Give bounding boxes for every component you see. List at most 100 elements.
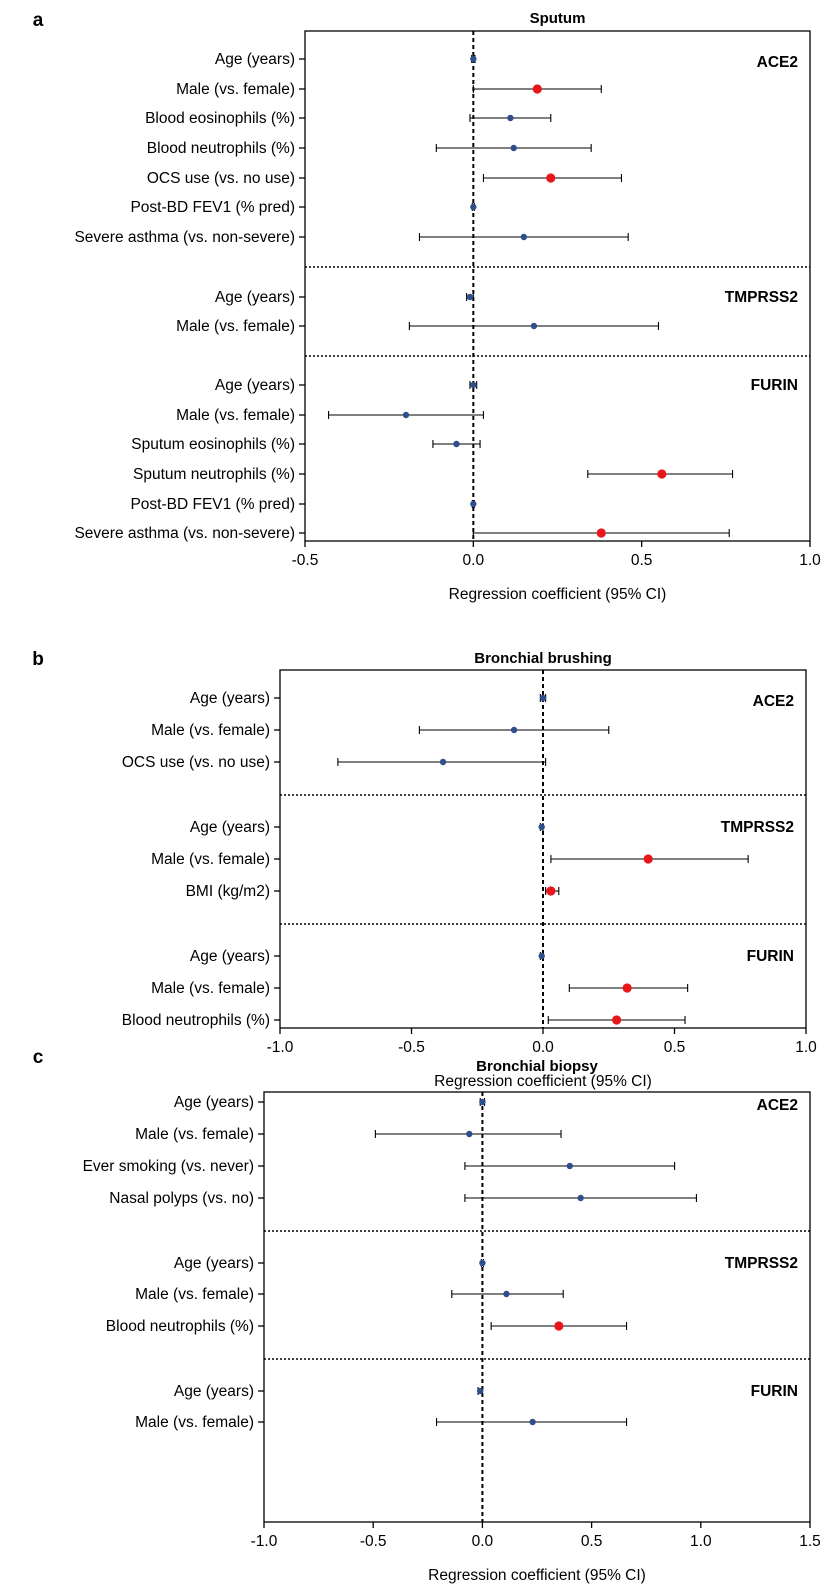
x-tick-label: -1.0 bbox=[251, 1533, 278, 1550]
forest-row: Post-BD FEV1 (% pred) bbox=[130, 496, 477, 513]
point-estimate bbox=[453, 440, 460, 448]
forest-row: OCS use (vs. no use) bbox=[122, 754, 547, 771]
x-tick-label: -0.5 bbox=[360, 1533, 387, 1550]
x-tick-label: 1.0 bbox=[799, 552, 821, 569]
forest-row: Sputum neutrophils (%) bbox=[133, 466, 734, 483]
forest-row: Age (years) bbox=[174, 1255, 486, 1272]
point-estimate bbox=[538, 952, 545, 960]
gene-label-ace2: ACE2 bbox=[757, 1097, 798, 1114]
row-label: OCS use (vs. no use) bbox=[122, 754, 270, 771]
forest-row: Age (years) bbox=[190, 948, 545, 965]
point-estimate bbox=[479, 1259, 486, 1267]
row-label: Male (vs. female) bbox=[151, 980, 270, 997]
x-tick-label: 0.5 bbox=[631, 552, 653, 569]
point-estimate bbox=[539, 694, 547, 702]
plot-frame bbox=[263, 1091, 811, 1523]
row-label: Blood neutrophils (%) bbox=[147, 140, 295, 157]
row-label: Male (vs. female) bbox=[135, 1126, 254, 1143]
forest-row: Male (vs. female) bbox=[176, 318, 660, 335]
x-tick-label: 1.5 bbox=[799, 1533, 821, 1550]
point-estimate bbox=[510, 144, 517, 152]
forest-row: Blood eosinophils (%) bbox=[145, 110, 552, 127]
x-tick-label: 0.0 bbox=[472, 1533, 494, 1550]
forest-row: Age (years) bbox=[215, 289, 474, 306]
point-estimate-significant bbox=[546, 173, 556, 183]
point-estimate-significant bbox=[622, 983, 632, 993]
panel-title: Bronchial biopsy bbox=[476, 1058, 598, 1075]
forest-row: Male (vs. female) bbox=[151, 722, 610, 739]
row-label: Age (years) bbox=[215, 289, 295, 306]
row-label: Nasal polyps (vs. no) bbox=[109, 1190, 254, 1207]
row-label: Age (years) bbox=[215, 377, 295, 394]
forest-row: Male (vs. female) bbox=[151, 980, 689, 997]
row-label: Sputum eosinophils (%) bbox=[131, 436, 295, 453]
x-tick-label: 0.0 bbox=[463, 552, 485, 569]
point-estimate bbox=[529, 1418, 536, 1426]
point-estimate bbox=[503, 1290, 510, 1298]
point-estimate bbox=[566, 1162, 573, 1170]
point-estimate bbox=[520, 233, 528, 241]
row-label: Male (vs. female) bbox=[151, 851, 270, 868]
row-label: Blood neutrophils (%) bbox=[106, 1318, 254, 1335]
panel-a: a Sputum -0.5 0.0 0.5 1.0 Regression coefficie… bbox=[33, 10, 821, 603]
forest-row: Severe asthma (vs. non-severe) bbox=[74, 525, 730, 542]
plot-frame bbox=[304, 30, 811, 542]
row-label: Post-BD FEV1 (% pred) bbox=[130, 199, 295, 216]
row-label: Male (vs. female) bbox=[151, 722, 270, 739]
row-label: Age (years) bbox=[190, 819, 270, 836]
point-estimate bbox=[470, 203, 477, 211]
point-estimate bbox=[470, 55, 477, 63]
row-label: Ever smoking (vs. never) bbox=[83, 1158, 254, 1175]
x-tick-label: -0.5 bbox=[292, 552, 319, 569]
point-estimate bbox=[402, 411, 410, 419]
panel-letter: a bbox=[33, 10, 44, 31]
row-label: Age (years) bbox=[174, 1383, 254, 1400]
forest-row: Nasal polyps (vs. no) bbox=[109, 1190, 697, 1207]
forest-row: Male (vs. female) bbox=[176, 407, 484, 424]
point-estimate bbox=[530, 322, 538, 330]
point-estimate bbox=[538, 823, 545, 831]
panel-c: c Bronchial biopsy -1.0 -0.5 0.0 0.5 1.0 1.5 Reg… bbox=[33, 1047, 821, 1584]
gene-label-furin: FURIN bbox=[747, 948, 794, 965]
gene-label-tmprss2: TMPRSS2 bbox=[721, 819, 794, 836]
forest-row: Post-BD FEV1 (% pred) bbox=[130, 199, 477, 216]
row-label: Age (years) bbox=[190, 690, 270, 707]
x-tick-label: 0.5 bbox=[581, 1533, 603, 1550]
forest-row: Severe asthma (vs. non-severe) bbox=[74, 229, 629, 246]
panel-title: Sputum bbox=[530, 10, 586, 27]
panel-letter: b bbox=[32, 649, 44, 670]
point-estimate bbox=[466, 293, 474, 301]
row-label: Age (years) bbox=[174, 1094, 254, 1111]
row-label: Post-BD FEV1 (% pred) bbox=[130, 496, 295, 513]
panel-title: Bronchial brushing bbox=[474, 650, 612, 667]
forest-row: Age (years) bbox=[190, 819, 545, 836]
forest-row: Age (years) bbox=[174, 1094, 486, 1111]
point-estimate bbox=[479, 1098, 486, 1106]
forest-row: Male (vs. female) bbox=[135, 1126, 562, 1143]
point-estimate bbox=[466, 1130, 473, 1138]
forest-row: Blood neutrophils (%) bbox=[147, 140, 592, 157]
x-tick-label: -0.5 bbox=[398, 1039, 425, 1056]
gene-label-ace2: ACE2 bbox=[753, 693, 794, 710]
panel-letter: c bbox=[33, 1047, 44, 1068]
forest-row: Male (vs. female) bbox=[176, 81, 602, 98]
x-tick-label: -1.0 bbox=[267, 1039, 294, 1056]
panel-b: b Bronchial brushing -1.0 -0.5 0.0 0.5 1.0 Regr… bbox=[32, 649, 817, 1090]
row-label: Severe asthma (vs. non-severe) bbox=[74, 229, 295, 246]
forest-row: Ever smoking (vs. never) bbox=[83, 1158, 676, 1175]
row-label: Male (vs. female) bbox=[135, 1286, 254, 1303]
point-estimate-significant bbox=[643, 854, 653, 864]
gene-label-furin: FURIN bbox=[751, 377, 798, 394]
row-label: Male (vs. female) bbox=[176, 81, 295, 98]
forest-row: BMI (kg/m2) bbox=[186, 883, 560, 900]
point-estimate bbox=[470, 381, 477, 389]
point-estimate-significant bbox=[532, 84, 542, 94]
forest-row: Age (years) bbox=[215, 51, 477, 68]
point-estimate bbox=[477, 1387, 484, 1395]
x-axis-title: Regression coefficient (95% CI) bbox=[428, 1567, 646, 1584]
forest-row: Age (years) bbox=[190, 690, 547, 707]
point-estimate bbox=[510, 726, 518, 734]
forest-row: OCS use (vs. no use) bbox=[147, 170, 623, 187]
point-estimate-significant bbox=[596, 528, 606, 538]
forest-row: Sputum eosinophils (%) bbox=[131, 436, 481, 453]
